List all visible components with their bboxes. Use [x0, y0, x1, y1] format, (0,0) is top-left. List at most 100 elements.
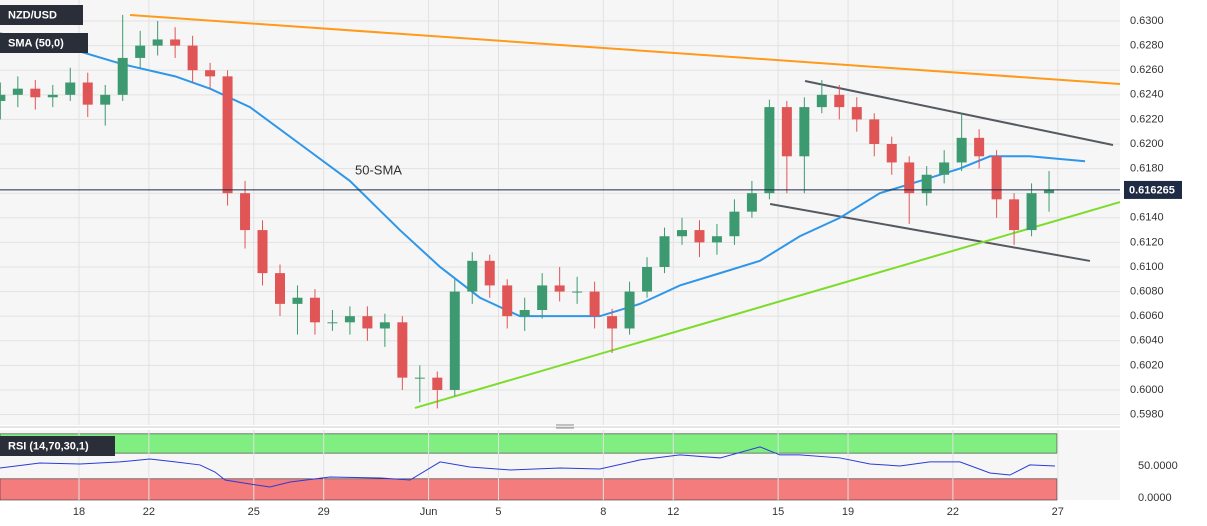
candle-body	[642, 266, 653, 292]
candle-body	[711, 236, 722, 243]
candle-body	[764, 107, 775, 194]
x-tick-label: 5	[495, 506, 501, 518]
y-tick-label: 0.6080	[1130, 285, 1164, 297]
candle-body	[484, 260, 495, 286]
candle-body	[1009, 199, 1020, 231]
sma-name: SMA (50,0)	[8, 37, 64, 49]
candle-body	[12, 88, 23, 95]
rsi-tick-label: 0.0000	[1138, 492, 1172, 504]
divider-handle[interactable]	[556, 424, 574, 429]
rsi-band	[0, 478, 1058, 501]
candle-body	[554, 285, 565, 292]
candle-body	[327, 322, 338, 324]
x-tick-label: 19	[842, 506, 854, 518]
symbol: NZD/USD	[8, 9, 57, 21]
trendline	[769, 203, 1091, 262]
x-tick-label: 27	[1052, 506, 1064, 518]
x-tick-label: 8	[600, 506, 606, 518]
candle-body	[502, 285, 513, 317]
x-tick-label: 12	[667, 506, 679, 518]
y-tick-label: 0.6100	[1130, 261, 1164, 273]
candle-body	[1026, 193, 1037, 231]
candle-body	[467, 260, 478, 292]
candle-body	[47, 94, 58, 98]
trendline	[129, 14, 1121, 85]
x-tick-label: 15	[772, 506, 784, 518]
trendline	[804, 80, 1114, 146]
candle-body	[414, 377, 425, 379]
candle-body	[537, 285, 548, 311]
candle-body	[152, 39, 163, 46]
rsi-tag	[0, 436, 115, 456]
y-tick-label: 0.6020	[1130, 359, 1164, 371]
x-tick-label: 22	[143, 506, 155, 518]
candle-body	[222, 76, 233, 194]
y-tick-label: 0.6240	[1130, 89, 1164, 101]
candle-body	[344, 316, 355, 323]
candle-body	[275, 273, 285, 304]
candle-body	[205, 70, 216, 77]
rsi-line	[0, 446, 1056, 488]
y-tick-label: 0.6120	[1130, 236, 1164, 248]
candle-body	[309, 297, 320, 323]
sma-tag	[0, 33, 88, 53]
candle-body	[956, 137, 967, 163]
y-tick-label: 0.6200	[1130, 138, 1164, 150]
y-tick-label: 0.6220	[1130, 113, 1164, 125]
y-tick-label: 0.6060	[1130, 310, 1164, 322]
rsi-band	[0, 433, 1058, 454]
last-price-label: 0.616265	[1129, 184, 1175, 196]
candle-body	[170, 39, 181, 46]
x-tick-label: 18	[73, 506, 85, 518]
candle-body	[65, 82, 76, 95]
candle-body	[589, 291, 600, 317]
candle-body	[607, 316, 618, 329]
candle-body	[939, 162, 950, 175]
candle-body	[432, 377, 443, 390]
candle-body	[100, 94, 111, 105]
y-tick-label: 0.5980	[1130, 408, 1164, 420]
x-tick-label: 25	[248, 506, 260, 518]
candle-body	[292, 297, 303, 304]
candle-body	[240, 193, 251, 231]
y-tick-label: 0.6300	[1130, 15, 1164, 27]
candle-body	[30, 88, 41, 98]
rsi-tick-label: 50.0000	[1138, 460, 1178, 472]
candle-body	[659, 236, 670, 267]
symbol-tag	[0, 5, 83, 25]
candle-body	[869, 119, 880, 145]
candle-body	[676, 230, 687, 237]
candle-body	[781, 107, 792, 157]
candle-body	[991, 156, 1002, 200]
candle-body	[974, 137, 985, 157]
candle-body	[1044, 189, 1055, 194]
candle-body	[187, 45, 198, 71]
candle-body	[519, 310, 530, 317]
candle-body	[904, 162, 915, 194]
y-tick-label: 0.6260	[1130, 64, 1164, 76]
sma-annotation: 50-SMA	[355, 162, 402, 177]
candle-body	[921, 174, 932, 194]
price-panel	[0, 0, 1120, 425]
y-tick-label: 0.6280	[1130, 40, 1164, 52]
y-tick-label: 0.6180	[1130, 163, 1164, 175]
candle-body	[886, 144, 897, 163]
candle-body	[746, 193, 757, 212]
x-tick-label: 29	[318, 506, 330, 518]
candle-body	[572, 291, 583, 293]
candle-body	[82, 82, 93, 105]
candle-body	[729, 211, 740, 237]
x-tick-label: Jun	[420, 506, 438, 518]
candle-body	[449, 291, 460, 390]
candle-body	[117, 57, 128, 95]
candle-body	[257, 230, 268, 274]
y-tick-label: 0.6040	[1130, 335, 1164, 347]
last-price-tag	[1124, 180, 1182, 199]
x-tick-label: 22	[947, 506, 959, 518]
candle-body	[624, 291, 635, 329]
candle-body	[816, 94, 827, 108]
candle-body	[397, 322, 408, 378]
rsi-name: RSI (14,70,30,1)	[8, 440, 89, 452]
candle-body	[851, 107, 862, 120]
